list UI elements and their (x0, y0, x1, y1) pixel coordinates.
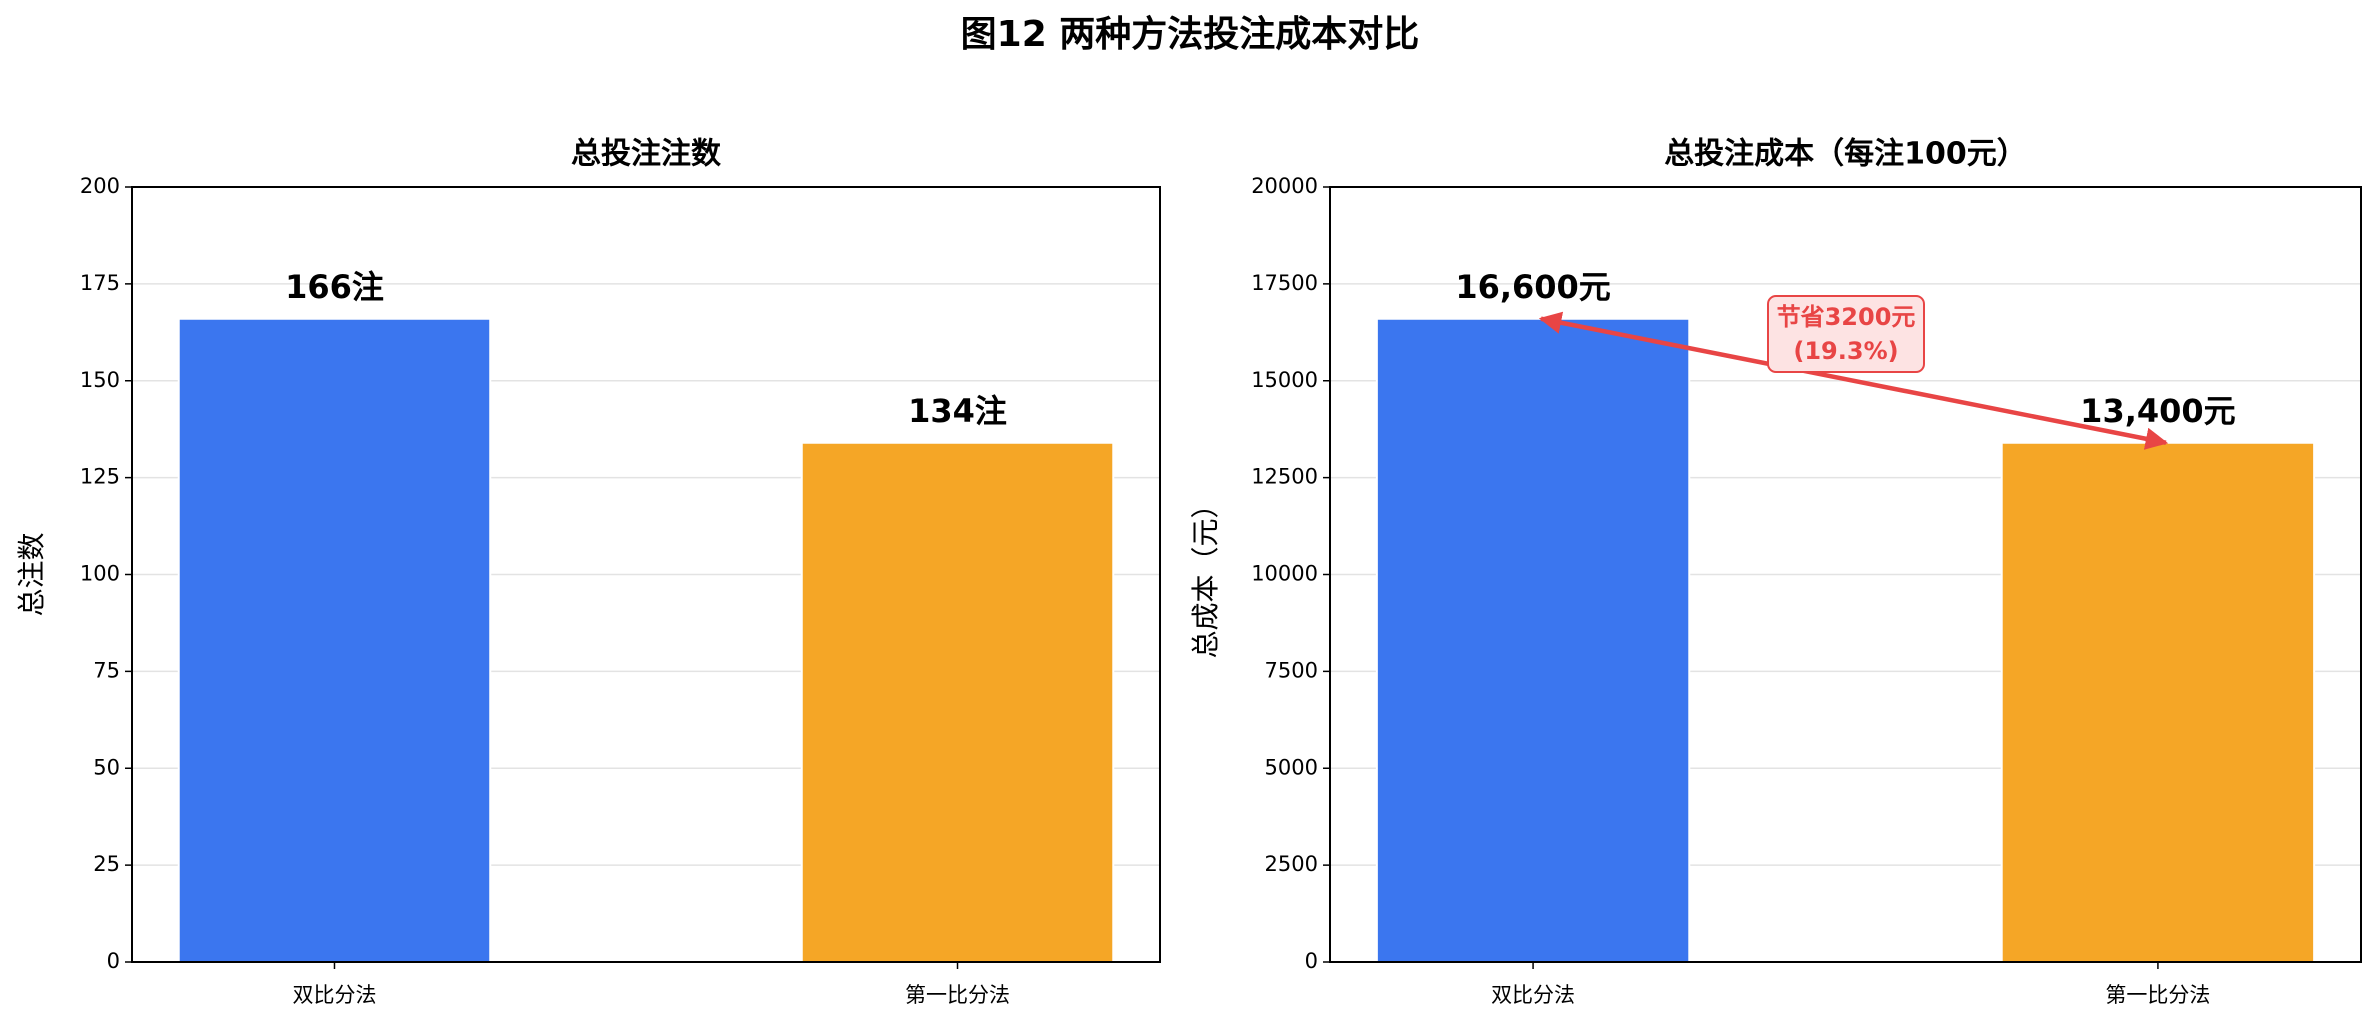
y-tick-label: 5000 (1265, 755, 1318, 779)
plot-frame (1329, 186, 2362, 963)
y-tick-label: 50 (93, 755, 120, 779)
x-tick-label: 第一比分法 (2105, 983, 2210, 1007)
y-axis-label: 总成本（元） (1189, 490, 1222, 658)
plot-frame (131, 186, 1161, 963)
bar (800, 441, 1115, 963)
panel-title: 总投注注数 (571, 137, 722, 172)
x-tick-label: 双比分法 (1491, 983, 1575, 1007)
y-tick-label: 15000 (1251, 368, 1318, 392)
y-tick-label: 175 (80, 271, 120, 295)
annotation-text: (19.3%) (1793, 337, 1898, 365)
y-tick-label: 25 (93, 852, 120, 876)
value-label: 16,600元 (1455, 268, 1611, 306)
value-label: 134注 (908, 392, 1007, 430)
y-tick-label: 100 (80, 562, 120, 586)
x-tick-label: 第一比分法 (905, 983, 1010, 1007)
bar (1375, 317, 1691, 963)
y-tick-label: 75 (93, 658, 120, 682)
y-tick-label: 0 (1305, 949, 1318, 973)
y-tick-label: 12500 (1251, 465, 1318, 489)
y-tick-label: 7500 (1265, 658, 1318, 682)
bar (2000, 441, 2316, 963)
annotation-box (1767, 295, 1925, 373)
bar (177, 317, 492, 963)
value-label: 166注 (285, 268, 384, 306)
y-tick-label: 2500 (1265, 852, 1318, 876)
y-tick-label: 17500 (1251, 271, 1318, 295)
y-tick-label: 200 (80, 174, 120, 198)
panel-title: 总投注成本（每注100元） (1664, 137, 2027, 172)
y-tick-label: 0 (107, 949, 120, 973)
y-tick-label: 125 (80, 465, 120, 489)
annotation-text: 节省3200元 (1777, 303, 1916, 331)
annotation-arrow (1538, 311, 2169, 450)
y-axis-label: 总注数 (15, 532, 48, 616)
x-tick-label: 双比分法 (292, 983, 376, 1007)
figure-title: 图12 两种方法投注成本对比 (961, 14, 1420, 55)
y-tick-label: 10000 (1251, 562, 1318, 586)
value-label: 13,400元 (2080, 392, 2236, 430)
y-tick-label: 150 (80, 368, 120, 392)
y-tick-label: 20000 (1251, 174, 1318, 198)
